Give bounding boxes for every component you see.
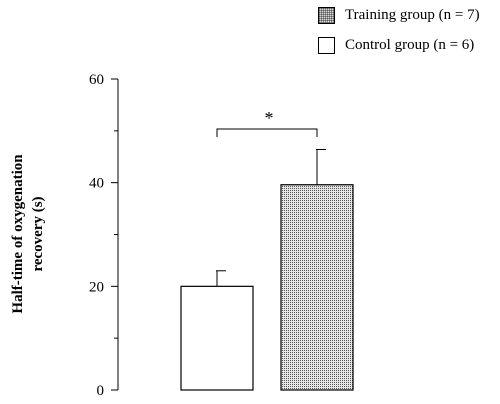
legend-label-training: Training group (n = 7) <box>345 6 480 23</box>
y-tick-label: 0 <box>97 383 105 399</box>
significance-annotation: * <box>216 108 318 137</box>
legend: Training group (n = 7) Control group (n … <box>318 4 480 64</box>
y-tick-label: 60 <box>89 72 104 88</box>
bar-training <box>280 184 354 391</box>
bar-control <box>180 285 254 391</box>
legend-swatch-training <box>318 6 335 24</box>
legend-item-training: Training group (n = 7) <box>318 4 480 26</box>
legend-item-control: Control group (n = 6) <box>318 34 480 56</box>
y-axis-label-line-1: Half-time of oxygenation <box>10 154 26 314</box>
significance-star: * <box>265 108 274 128</box>
y-axis-label-line-2: recovery (s) <box>30 196 46 271</box>
y-axis-label: Half-time of oxygenation recovery (s) <box>10 154 46 314</box>
bars <box>180 148 354 391</box>
legend-swatch-control <box>318 36 335 54</box>
significance-bracket <box>216 128 318 137</box>
y-tick-label: 20 <box>89 279 104 295</box>
legend-label-control: Control group (n = 6) <box>345 36 475 53</box>
y-axis: 0 20 40 60 <box>89 72 119 399</box>
y-tick-label: 40 <box>89 176 104 192</box>
